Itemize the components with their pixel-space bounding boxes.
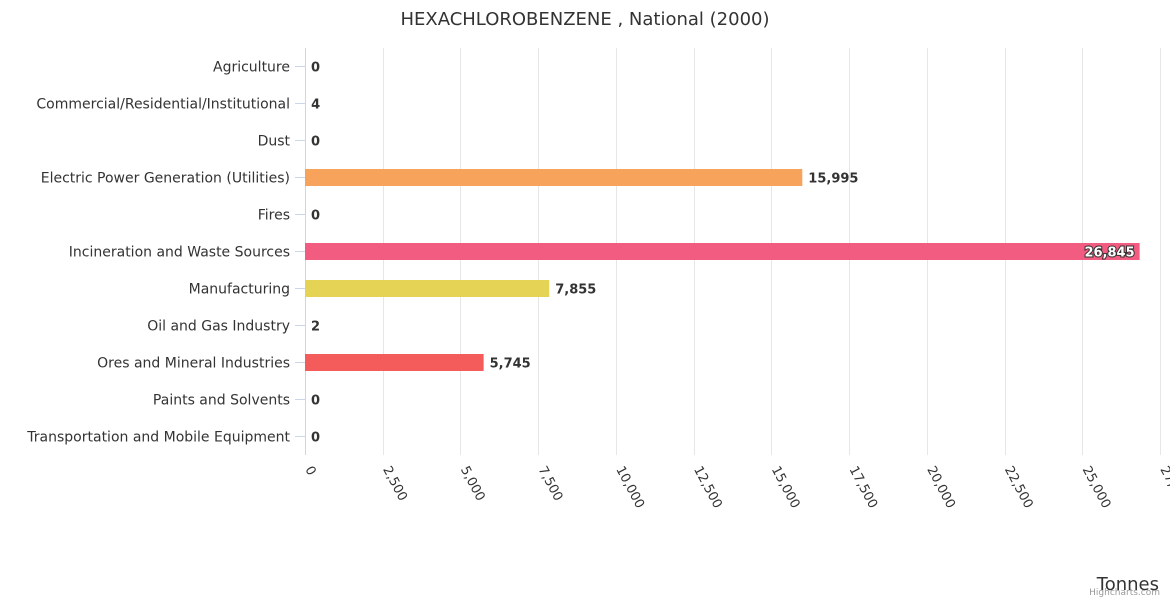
bar[interactable] xyxy=(305,354,484,371)
category-label: Electric Power Generation (Utilities) xyxy=(41,171,290,187)
category-label: Paints and Solvents xyxy=(153,393,290,409)
category-label: Transportation and Mobile Equipment xyxy=(26,430,290,446)
value-label: 0 xyxy=(311,135,320,150)
value-label: 26,845 xyxy=(1084,246,1134,261)
value-label: 4 xyxy=(311,98,320,113)
value-label: 0 xyxy=(311,394,320,409)
category-label: Agriculture xyxy=(213,60,290,76)
value-label: 5,745 xyxy=(490,357,531,372)
value-label: 0 xyxy=(311,61,320,76)
category-label: Manufacturing xyxy=(189,282,290,298)
x-axis-title: Tonnes xyxy=(1096,574,1159,595)
bar[interactable] xyxy=(305,243,1140,260)
bars xyxy=(305,169,1140,371)
category-label: Ores and Mineral Industries xyxy=(97,356,290,372)
category-label: Incineration and Waste Sources xyxy=(69,245,290,261)
category-label: Commercial/Residential/Institutional xyxy=(36,97,290,113)
value-label: 2 xyxy=(311,320,320,335)
bar[interactable] xyxy=(305,169,803,186)
value-label: 0 xyxy=(311,209,320,224)
value-labels: 0 4 0 15,995 0 26,845 7,855 2 5,745 0 0 xyxy=(311,61,1136,446)
category-label: Dust xyxy=(258,134,291,150)
bar[interactable] xyxy=(305,280,550,297)
category-labels: Agriculture Commercial/Residential/Instit… xyxy=(26,60,305,446)
credits-link[interactable]: Highcharts.com xyxy=(1089,588,1160,598)
value-label: 15,995 xyxy=(808,172,858,187)
value-label: 0 xyxy=(311,431,320,446)
value-label: 7,855 xyxy=(555,283,596,298)
category-label: Fires xyxy=(258,208,290,224)
chart-title: HEXACHLOROBENZENE , National (2000) xyxy=(400,9,769,30)
category-label: Oil and Gas Industry xyxy=(147,319,290,335)
